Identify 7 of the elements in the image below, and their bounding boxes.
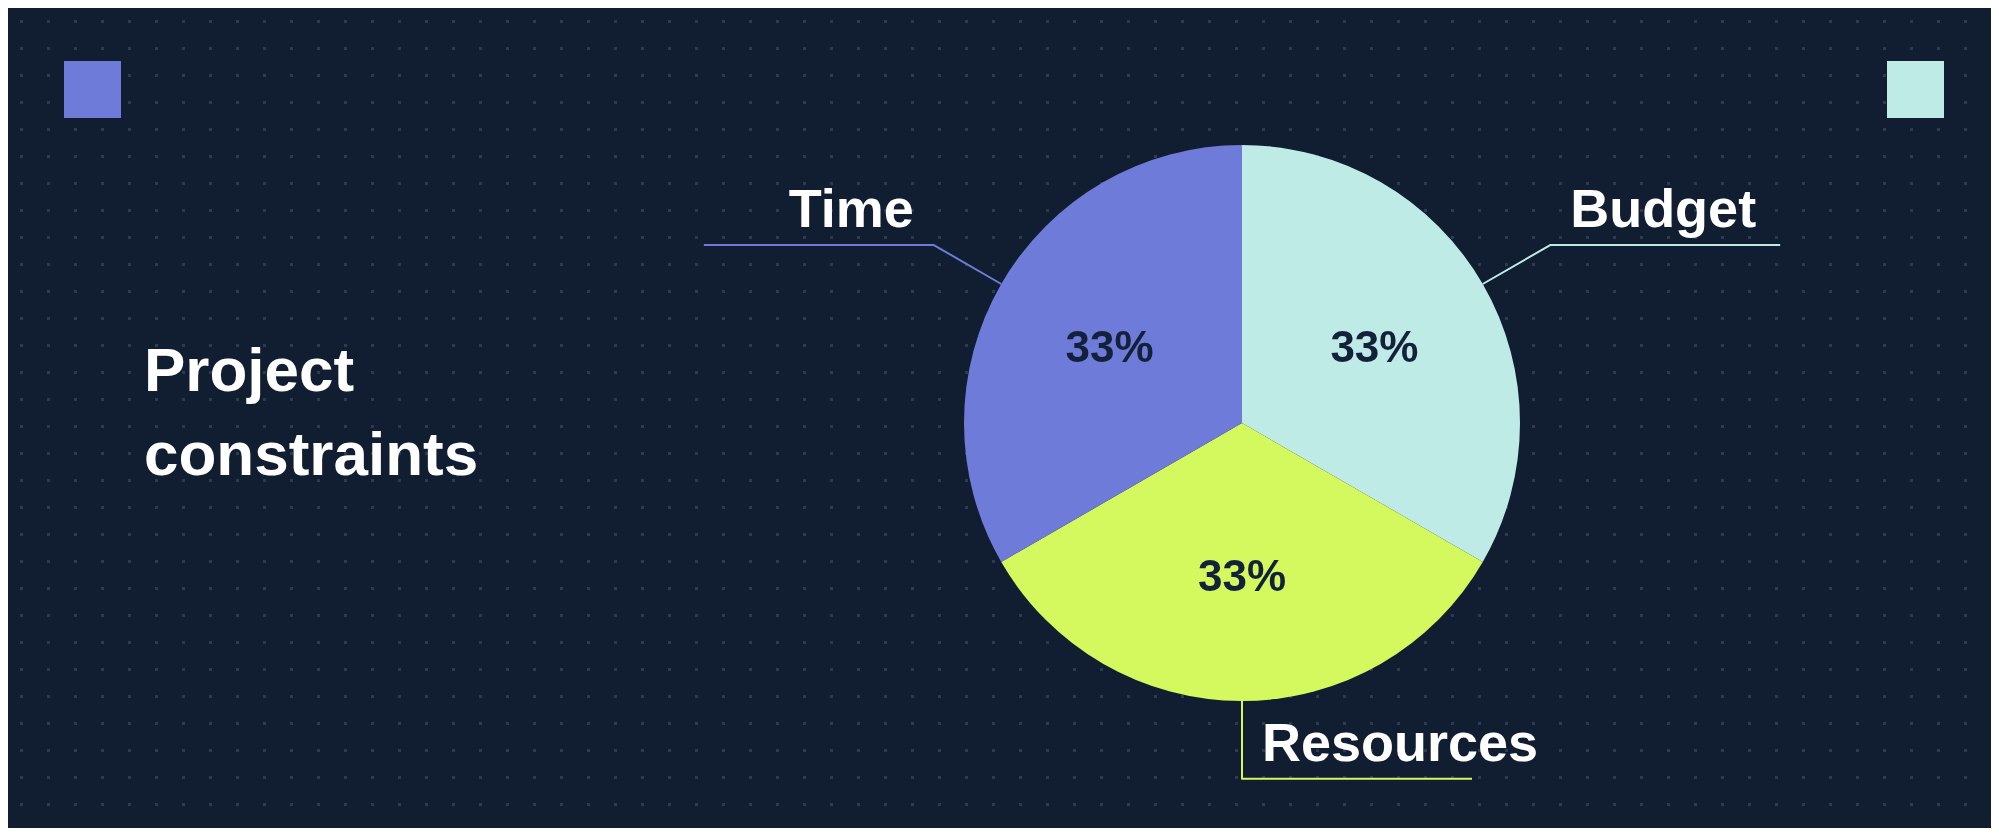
data-label: 33% bbox=[1065, 322, 1154, 372]
data-label: 33% bbox=[1197, 551, 1287, 601]
slice-label: Time bbox=[788, 178, 914, 239]
data-label: 33% bbox=[1330, 322, 1419, 372]
text: Project constraints bbox=[144, 334, 480, 490]
slice-label: Resources bbox=[1262, 711, 1539, 772]
slice-label: Budget bbox=[1570, 178, 1757, 239]
